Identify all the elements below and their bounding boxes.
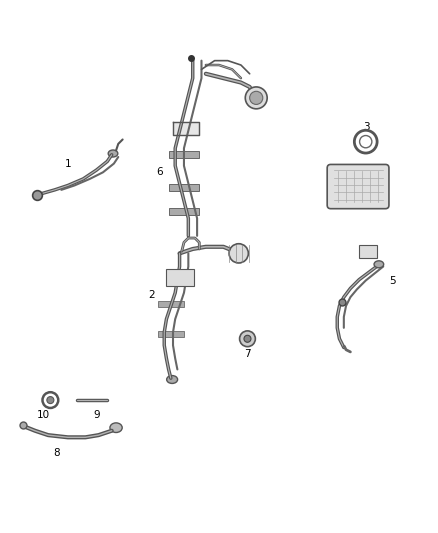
Bar [158,332,184,337]
Circle shape [244,335,251,342]
Text: 7: 7 [244,349,251,359]
Text: 3: 3 [363,122,370,132]
Text: 10: 10 [36,409,49,419]
Circle shape [250,91,263,104]
Circle shape [240,331,255,346]
Bar [359,245,377,258]
Ellipse shape [374,261,384,268]
Circle shape [245,87,267,109]
Text: 6: 6 [156,167,163,177]
Text: 9: 9 [93,409,100,419]
Circle shape [229,244,248,263]
Bar [166,269,194,286]
FancyBboxPatch shape [327,165,389,209]
Bar [158,301,184,307]
Text: 2: 2 [148,290,155,300]
Polygon shape [173,122,199,135]
Text: 5: 5 [389,276,396,286]
Bar [169,151,199,158]
Ellipse shape [110,423,122,432]
Bar [328,179,332,197]
Text: 8: 8 [53,448,60,458]
Text: 1: 1 [64,159,71,168]
Bar [169,208,199,215]
Ellipse shape [108,150,118,157]
Ellipse shape [166,376,178,383]
Bar [169,184,199,191]
Circle shape [47,397,54,403]
Text: 4: 4 [370,176,377,185]
